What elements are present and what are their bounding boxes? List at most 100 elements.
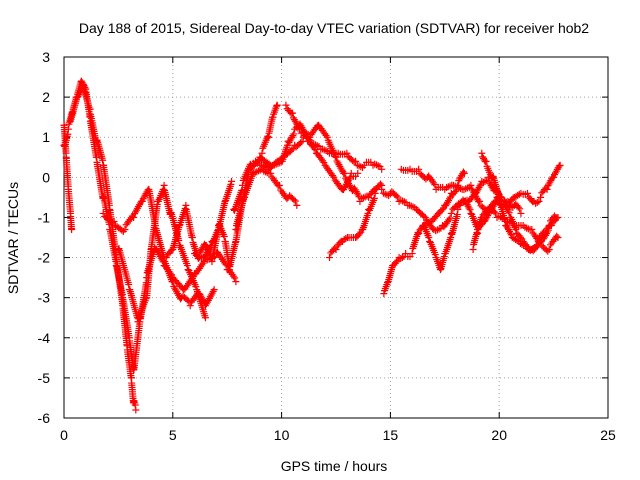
data-point <box>183 262 191 270</box>
data-point <box>267 169 275 177</box>
chart-title: Day 188 of 2015, Sidereal Day-to-day VTE… <box>79 20 589 36</box>
data-point <box>415 229 423 237</box>
data-point <box>291 197 299 205</box>
data-point <box>258 149 266 157</box>
data-point <box>175 221 183 229</box>
data-point <box>523 189 531 197</box>
data-point <box>430 179 438 187</box>
y-axis-label: SDTVAR / TECUs <box>5 182 21 294</box>
data-point <box>343 149 351 157</box>
data-point <box>293 201 301 209</box>
data-point <box>518 241 526 249</box>
data-point <box>188 234 196 241</box>
data-point <box>431 251 439 259</box>
data-point <box>380 290 388 298</box>
data-point <box>282 101 290 109</box>
data-point <box>478 149 486 157</box>
data-point <box>132 406 140 414</box>
data-point <box>121 225 129 233</box>
data-point <box>186 302 194 310</box>
data-point <box>322 132 330 140</box>
data-point <box>376 180 384 188</box>
data-point <box>130 213 138 221</box>
data-point <box>290 196 298 204</box>
data-point <box>447 234 455 241</box>
data-point <box>350 158 358 166</box>
data-point <box>288 146 296 154</box>
y-tick-label: 0 <box>42 169 50 185</box>
data-point <box>296 139 304 147</box>
data-point <box>408 250 416 258</box>
y-tick-label: 1 <box>42 129 50 145</box>
data-point <box>357 163 365 171</box>
data-point <box>134 318 142 326</box>
data-point <box>273 102 281 110</box>
data-point <box>447 209 455 217</box>
data-point <box>543 185 551 193</box>
data-point <box>400 198 408 206</box>
data-point <box>555 162 563 170</box>
y-tick-label: -5 <box>38 370 51 386</box>
data-point <box>232 278 240 286</box>
y-tick-label: -3 <box>38 290 51 306</box>
data-point <box>354 191 362 199</box>
x-tick-label: 15 <box>383 427 399 443</box>
data-point <box>323 133 331 141</box>
data-point <box>273 101 281 109</box>
data-point <box>269 113 277 121</box>
data-point <box>420 212 428 220</box>
data-point <box>554 234 562 241</box>
data-point <box>364 209 372 217</box>
data-point <box>392 258 400 266</box>
y-tick-label: -1 <box>38 209 51 225</box>
data-point <box>346 173 354 181</box>
data-point <box>355 162 363 170</box>
data-series <box>465 161 564 209</box>
data-point <box>467 181 475 189</box>
data-series <box>60 121 76 233</box>
data-point <box>371 189 379 197</box>
data-point <box>192 283 200 291</box>
data-point <box>553 232 561 240</box>
data-point <box>169 278 177 286</box>
data-point <box>264 132 272 140</box>
data-point <box>394 193 402 201</box>
data-points <box>60 77 564 414</box>
data-point <box>426 238 434 246</box>
data-point <box>446 214 454 222</box>
data-series <box>67 81 140 414</box>
data-point <box>545 246 553 254</box>
data-point <box>537 193 545 201</box>
data-point <box>290 130 298 138</box>
data-point <box>532 244 540 252</box>
data-point <box>513 237 521 245</box>
data-point <box>482 157 490 165</box>
data-point <box>319 157 327 165</box>
y-tick-label: 3 <box>42 49 50 65</box>
data-point <box>438 206 446 214</box>
data-point <box>383 191 391 199</box>
data-point <box>370 194 378 202</box>
data-point <box>480 156 488 164</box>
data-point <box>534 238 542 246</box>
data-point <box>535 197 543 205</box>
data-point <box>99 209 107 217</box>
y-tick-label: -2 <box>38 250 51 266</box>
data-point <box>331 152 339 160</box>
data-point <box>481 177 489 185</box>
data-point <box>521 242 529 250</box>
data-point <box>378 165 386 173</box>
data-point <box>246 160 254 168</box>
data-point <box>241 193 249 201</box>
data-point <box>303 132 311 140</box>
data-point <box>462 185 470 193</box>
data-point <box>238 181 246 189</box>
data-point <box>466 206 474 214</box>
data-series <box>114 181 209 326</box>
data-point <box>325 254 333 262</box>
data-point <box>221 197 229 205</box>
data-series <box>397 165 562 255</box>
grid-lines <box>64 57 608 418</box>
data-point <box>476 197 484 205</box>
data-point <box>445 216 453 224</box>
